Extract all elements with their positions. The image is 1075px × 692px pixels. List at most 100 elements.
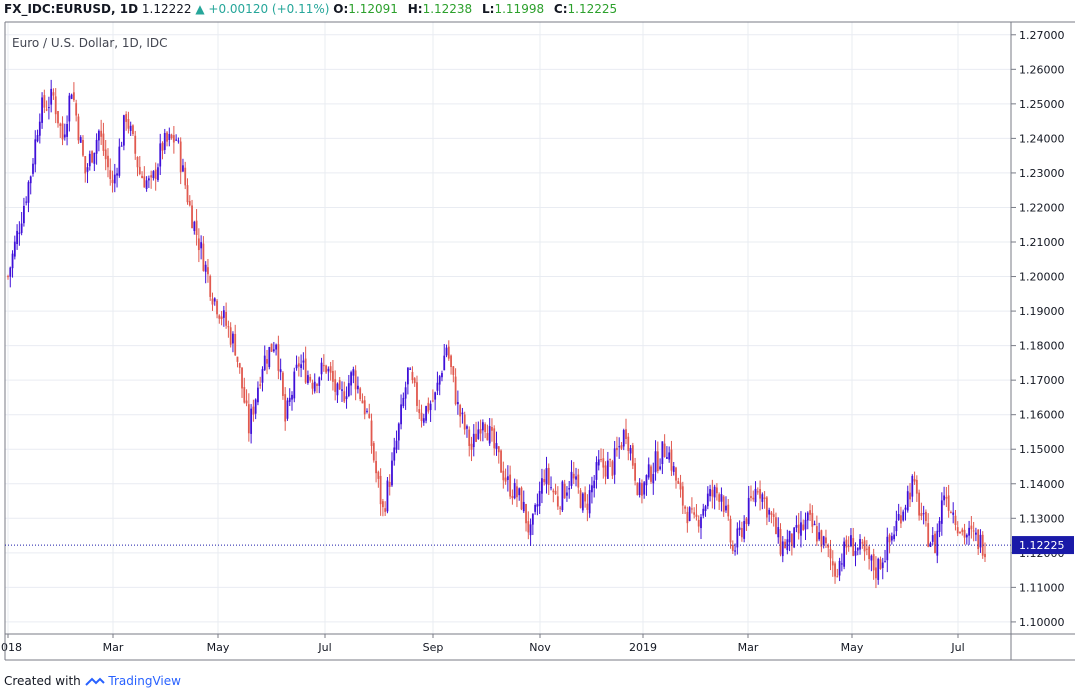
candle-body	[366, 410, 368, 412]
candle-body	[220, 316, 223, 320]
candle-body	[118, 146, 121, 176]
x-tick-label: Mar	[738, 641, 759, 654]
candle-body	[702, 508, 705, 516]
candle-body	[84, 156, 87, 174]
candle-body	[797, 524, 800, 534]
candle-body	[225, 311, 228, 326]
candle-body	[563, 483, 566, 499]
candle-body	[154, 169, 157, 180]
candle-body	[616, 447, 618, 451]
candle-body	[609, 458, 612, 460]
candle-body	[597, 459, 600, 466]
candle-body	[486, 433, 489, 441]
candle-body	[61, 123, 64, 140]
candle-body	[291, 394, 293, 400]
candle-body	[491, 426, 493, 431]
candle-body	[429, 403, 432, 411]
candle-body	[822, 536, 825, 545]
candle-body	[400, 404, 402, 425]
candle-body	[209, 275, 212, 297]
candle-body	[584, 492, 587, 502]
candle-body	[257, 387, 259, 403]
candle-body	[856, 547, 859, 551]
candle-body	[186, 185, 189, 203]
candle-body	[357, 385, 359, 390]
candle-body	[420, 412, 423, 421]
candle-body	[122, 115, 125, 146]
candle-body	[795, 525, 798, 528]
candle-body	[270, 343, 273, 352]
candle-body	[734, 550, 736, 552]
candle-body	[634, 463, 636, 481]
candle-body	[434, 392, 437, 400]
high-label: H:	[407, 2, 423, 16]
chart-grid	[5, 22, 1011, 634]
candle-body	[972, 530, 975, 532]
candle-body	[554, 490, 557, 495]
candle-body	[150, 175, 153, 178]
candle-body	[868, 546, 871, 560]
candle-body	[341, 389, 343, 391]
x-tick-label: Nov	[529, 641, 551, 654]
candle-body	[938, 520, 941, 532]
candle-body	[27, 182, 30, 203]
candle-body	[336, 383, 339, 396]
candle-body	[13, 241, 16, 257]
candle-body	[963, 529, 966, 538]
x-tick-label: 2019	[629, 641, 657, 654]
candle-body	[765, 497, 768, 518]
candle-body	[709, 489, 711, 497]
candle-body	[559, 507, 562, 509]
candle-body	[713, 486, 716, 498]
candle-body	[23, 205, 25, 224]
candle-body	[918, 492, 921, 516]
candle-body	[493, 428, 496, 449]
tradingview-logo-icon	[84, 677, 105, 686]
created-with-label: Created with	[4, 674, 81, 688]
candle-body	[952, 512, 955, 515]
candle-body	[556, 496, 559, 507]
candle-body	[195, 220, 198, 236]
candle-body	[581, 493, 584, 511]
candle-body	[113, 174, 116, 184]
candle-body	[318, 377, 321, 386]
x-tick-label: Jul	[317, 641, 331, 654]
candle-body	[143, 176, 146, 188]
x-tick-label: May	[207, 641, 230, 654]
candle-body	[466, 426, 468, 429]
candle-body	[925, 511, 927, 522]
candle-body	[384, 508, 387, 512]
candle-body	[229, 327, 232, 345]
candle-body	[595, 462, 598, 480]
tradingview-link[interactable]: TradingView	[108, 674, 181, 688]
candle-body	[502, 470, 505, 481]
candle-body	[843, 541, 846, 567]
candle-body	[811, 512, 814, 527]
candle-body	[88, 153, 91, 167]
candle-body	[129, 125, 132, 131]
y-tick-label: 1.16000	[1019, 409, 1065, 422]
candle-body	[850, 535, 852, 547]
candle-body	[477, 429, 480, 439]
candle-body	[350, 372, 352, 386]
candle-body	[425, 406, 427, 421]
y-tick-label: 1.20000	[1019, 271, 1065, 284]
candle-body	[316, 384, 318, 386]
candle-body	[547, 467, 550, 485]
candle-body	[279, 369, 282, 373]
candle-body	[777, 527, 780, 538]
candle-body	[929, 543, 932, 547]
candle-body	[693, 512, 696, 515]
candle-body	[756, 491, 759, 493]
candle-body	[247, 404, 250, 434]
candle-body	[11, 253, 14, 269]
candle-body	[175, 139, 178, 141]
candle-body	[47, 107, 50, 109]
x-tick-label: Jul	[950, 641, 964, 654]
candle-body	[375, 461, 377, 474]
candle-body	[695, 514, 698, 517]
candle-body	[677, 481, 680, 484]
candle-body	[125, 114, 128, 122]
candle-body	[179, 141, 182, 173]
